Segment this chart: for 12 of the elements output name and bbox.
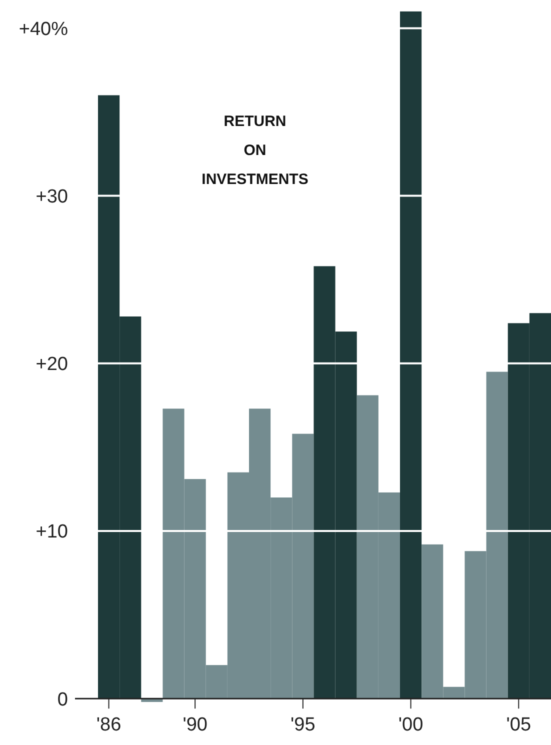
x-tick-label: '00	[398, 714, 424, 736]
bar	[400, 11, 422, 699]
y-tick-label: +10	[36, 522, 68, 543]
x-tick-label: '86	[96, 714, 122, 736]
y-tick-label: +40%	[18, 18, 68, 40]
y-tick-label: +20	[36, 354, 68, 376]
x-tick-label: '90	[182, 714, 208, 736]
y-tick-label: +30	[36, 186, 68, 208]
y-tick-label: 0	[57, 689, 68, 710]
x-tick-label: '95	[290, 714, 316, 736]
x-tick-label: '05	[506, 714, 532, 736]
text: RETURN ON INVESTMENTS	[202, 113, 308, 188]
